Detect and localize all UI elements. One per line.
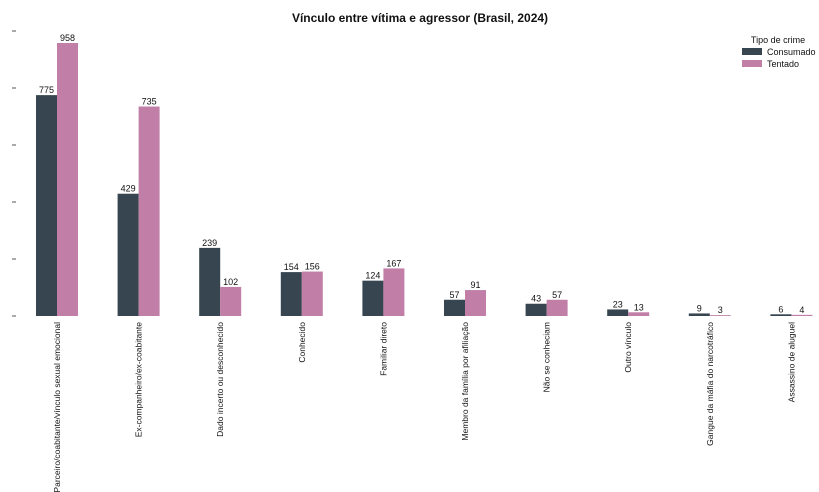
bar-consumado	[770, 314, 792, 316]
category-label: Membro da família por afiliação	[460, 322, 470, 441]
category-label: Conhecido	[297, 322, 307, 363]
data-label: 9	[697, 303, 702, 313]
bar-tentado	[791, 314, 813, 316]
bar-consumado	[199, 247, 221, 316]
data-label: 102	[223, 277, 238, 287]
bar-consumado	[362, 280, 384, 316]
data-label: 239	[202, 238, 217, 248]
category-label: Outro vínculo	[623, 322, 633, 373]
bar-tentado	[57, 42, 78, 316]
bar-consumado	[36, 95, 57, 316]
legend: Tipo de crime Consumado Tentado	[742, 35, 816, 69]
bar-consumado	[607, 309, 629, 316]
data-label: 4	[799, 305, 804, 315]
data-label: 958	[60, 33, 75, 43]
data-label: 156	[305, 262, 320, 272]
bar-consumado	[117, 193, 139, 316]
category-label: Familiar direto	[378, 322, 388, 376]
bar-consumado	[444, 299, 465, 316]
bar-tentado	[465, 290, 486, 316]
data-label: 154	[284, 262, 299, 272]
bar-consumado	[688, 313, 710, 316]
bar-tentado	[220, 286, 242, 316]
legend-swatch-tentado	[742, 60, 762, 67]
data-label: 13	[634, 302, 644, 312]
data-label: 735	[142, 97, 157, 107]
bar-tentado	[709, 315, 731, 316]
bar-tentado	[546, 299, 568, 316]
data-label: 775	[39, 85, 54, 95]
bar-tentado	[138, 106, 160, 317]
category-label: Ex-companheiro/ex-coabitante	[134, 322, 144, 438]
legend-label-consumado: Consumado	[767, 47, 816, 57]
data-label: 23	[613, 299, 623, 309]
data-label: 3	[718, 305, 723, 315]
data-label: 57	[552, 290, 562, 300]
bar-consumado	[280, 272, 302, 316]
bar-tentado	[301, 271, 323, 316]
category-label: Parceiro/coabitante/vínculo sexual emoci…	[52, 322, 62, 492]
data-label: 167	[386, 258, 401, 268]
legend-swatch-consumado	[742, 48, 762, 55]
category-label: Não se conheciam	[542, 322, 552, 392]
data-label: 57	[449, 290, 459, 300]
bar-tentado	[383, 268, 405, 316]
bars-group	[36, 42, 813, 317]
legend-title: Tipo de crime	[751, 35, 805, 45]
category-label: Gangue da máfia do narcotráfico	[705, 322, 715, 446]
data-label: 91	[470, 280, 480, 290]
chart-title: Vínculo entre vítima e agressor (Brasil,…	[292, 11, 548, 25]
data-label: 124	[365, 271, 380, 281]
bar-consumado	[525, 303, 547, 316]
legend-label-tentado: Tentado	[767, 59, 799, 69]
data-label: 43	[531, 294, 541, 304]
category-labels-group: Parceiro/coabitante/vínculo sexual emoci…	[52, 322, 796, 492]
category-label: Assassino de aluguel	[786, 322, 796, 402]
data-label: 6	[778, 304, 783, 314]
data-label: 429	[121, 184, 136, 194]
category-label: Dado incerto ou desconhecido	[215, 322, 225, 437]
y-axis	[12, 30, 16, 317]
bar-tentado	[628, 312, 650, 316]
